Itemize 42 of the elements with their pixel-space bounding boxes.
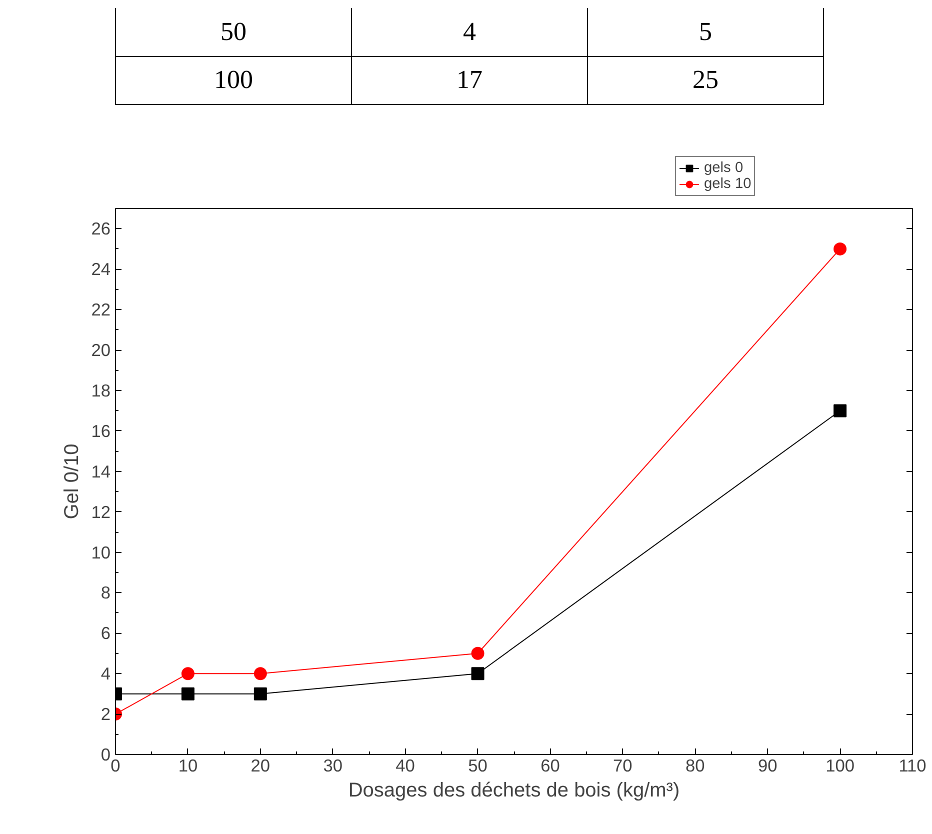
y-tick-label: 24 [91, 259, 111, 280]
x-tick-label: 100 [826, 756, 855, 776]
x-axis-title: Dosages des déchets de bois (kg/m³) [348, 780, 680, 802]
x-tick-label: 70 [613, 756, 632, 776]
legend-label: gels 10 [704, 176, 752, 192]
point [181, 687, 194, 700]
text: 100 [116, 56, 352, 104]
y-tick-label: 20 [91, 340, 111, 360]
y-tick-label: 8 [100, 582, 111, 603]
point [834, 242, 847, 256]
text: 4 [352, 8, 588, 56]
point [834, 404, 847, 418]
point [471, 646, 484, 660]
x-tick-label: 20 [250, 756, 270, 776]
point [471, 667, 484, 680]
x-tick-label: 40 [396, 756, 415, 776]
y-tick-label: 18 [91, 380, 111, 400]
x-tick-label: 50 [468, 756, 488, 776]
y-axis-title: Gel 0/10 [61, 444, 84, 520]
y-tick-label: 12 [91, 502, 111, 522]
x-tick-label: 90 [758, 756, 778, 776]
text: 25 [588, 56, 824, 104]
y-tick-label: 22 [91, 300, 111, 320]
text: 50 [116, 8, 352, 56]
x-tick-label: 60 [540, 756, 560, 776]
y-tick-label: 2 [100, 704, 111, 724]
x-tick-label: 10 [178, 756, 198, 776]
y-tick-label: 10 [91, 542, 111, 562]
text: 5 [588, 8, 824, 56]
legend-label: gels 0 [704, 160, 744, 176]
y-tick-label: 4 [100, 664, 111, 684]
point [254, 667, 267, 680]
point [254, 687, 267, 700]
x-tick-label: 30 [323, 756, 343, 776]
y-tick-label: 16 [91, 420, 111, 441]
x-tick-label: 110 [898, 756, 926, 776]
text: 17 [352, 56, 588, 104]
y-tick-label: 6 [100, 623, 111, 644]
point [181, 667, 194, 680]
x-tick-label: 80 [686, 756, 705, 776]
y-tick-label: 14 [91, 461, 111, 482]
y-tick-label: 26 [91, 218, 111, 239]
